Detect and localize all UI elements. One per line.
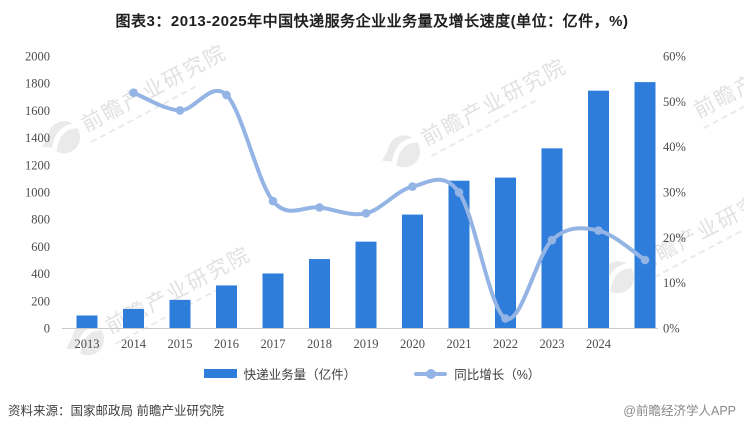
legend-item-yoy-growth: 同比增长（%） [414, 364, 540, 383]
chart-legend: 快递业务量（亿件） 同比增长（%） [0, 364, 744, 383]
bar-series-swatch [203, 369, 237, 378]
svg-text:1000: 1000 [25, 186, 50, 200]
svg-text:2018: 2018 [307, 337, 332, 351]
data-source-text: 资料来源：国家邮政局 前瞻产业研究院 [8, 404, 224, 418]
svg-text:2016: 2016 [214, 337, 239, 351]
svg-text:2023: 2023 [540, 337, 565, 351]
svg-text:50%: 50% [663, 95, 686, 109]
svg-text:200: 200 [31, 294, 50, 308]
svg-text:60%: 60% [663, 50, 686, 64]
svg-text:1400: 1400 [25, 131, 50, 145]
svg-text:1800: 1800 [25, 77, 50, 91]
svg-text:40%: 40% [663, 140, 686, 154]
legend-label-express-volume: 快递业务量（亿件） [243, 368, 357, 382]
svg-text:30%: 30% [663, 186, 686, 200]
svg-text:2021: 2021 [447, 337, 472, 351]
line-marker-dot [426, 368, 437, 379]
svg-text:0: 0 [44, 322, 50, 336]
qianzhan-logo-watermark-icon [381, 135, 421, 168]
qianzhan-logo-watermark-icon [41, 121, 81, 154]
chart-plot-area: 0 200 400 600 800 1000 1200 1400 1600 1800 2000 0% 1… [25, 50, 686, 352]
line-series-swatch [414, 368, 448, 379]
footer: 资料来源：国家邮政局 前瞻产业研究院 @前瞻经济学人APP [0, 400, 744, 419]
svg-text:400: 400 [31, 267, 50, 281]
svg-text:2019: 2019 [354, 337, 379, 351]
chart-title: 图表3：2013-2025年中国快递服务企业业务量及增长速度(单位：亿件，%) [115, 13, 629, 30]
svg-text:2000: 2000 [25, 50, 50, 64]
svg-text:800: 800 [31, 213, 50, 227]
svg-text:10%: 10% [663, 276, 686, 290]
app-credit-text: @前瞻经济学人APP [623, 404, 736, 418]
svg-text:2017: 2017 [261, 337, 286, 351]
svg-text:1600: 1600 [25, 104, 50, 118]
watermark: 前瞻产业研究院 [32, 33, 235, 168]
svg-text:1200: 1200 [25, 158, 50, 172]
svg-text:2020: 2020 [400, 337, 425, 351]
svg-text:20%: 20% [663, 231, 686, 245]
svg-text:2022: 2022 [493, 337, 518, 351]
svg-text:2013: 2013 [75, 337, 100, 351]
svg-text:2024: 2024 [586, 337, 612, 351]
svg-text:2015: 2015 [168, 337, 193, 351]
svg-text:0%: 0% [663, 322, 680, 336]
legend-item-express-volume: 快递业务量（亿件） [203, 364, 357, 383]
watermark: 前瞻产业研究院 [372, 47, 575, 182]
svg-text:2014: 2014 [121, 337, 147, 351]
legend-label-yoy-growth: 同比增长（%） [454, 368, 541, 382]
svg-text:600: 600 [31, 240, 50, 254]
